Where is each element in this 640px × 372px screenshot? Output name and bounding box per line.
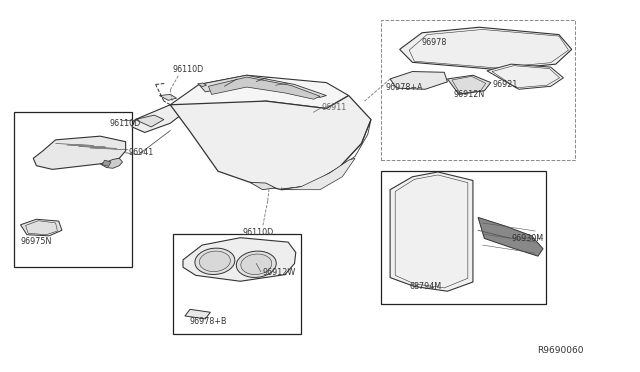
Polygon shape <box>159 94 177 100</box>
Text: 96978+A: 96978+A <box>386 83 423 92</box>
Polygon shape <box>135 115 164 127</box>
Polygon shape <box>487 64 563 89</box>
Polygon shape <box>478 217 543 256</box>
Bar <box>14 112 132 267</box>
Polygon shape <box>132 105 189 132</box>
Bar <box>173 234 301 334</box>
Ellipse shape <box>241 254 272 275</box>
Polygon shape <box>199 75 326 97</box>
Polygon shape <box>183 238 296 281</box>
Bar <box>381 20 575 160</box>
Text: 96978+B: 96978+B <box>189 317 227 326</box>
Polygon shape <box>390 172 473 291</box>
Polygon shape <box>285 158 355 190</box>
Text: 96912W: 96912W <box>262 268 296 277</box>
Text: R9690060: R9690060 <box>537 346 583 355</box>
Text: 96110D: 96110D <box>243 228 273 237</box>
Polygon shape <box>447 75 491 94</box>
Text: 96110D: 96110D <box>172 65 204 74</box>
Ellipse shape <box>195 248 235 275</box>
Ellipse shape <box>236 251 276 278</box>
Polygon shape <box>399 27 572 70</box>
Polygon shape <box>250 182 275 190</box>
Polygon shape <box>100 158 122 168</box>
Text: 68794M: 68794M <box>409 282 442 291</box>
Text: 96930M: 96930M <box>511 234 543 243</box>
Text: 96941: 96941 <box>129 148 154 157</box>
Text: 96110D: 96110D <box>109 119 141 128</box>
Polygon shape <box>198 83 207 87</box>
Polygon shape <box>20 219 62 236</box>
Polygon shape <box>102 160 111 166</box>
Polygon shape <box>209 77 320 99</box>
Polygon shape <box>185 310 211 319</box>
Polygon shape <box>390 71 447 89</box>
Polygon shape <box>33 136 125 169</box>
Text: 96978: 96978 <box>422 38 447 46</box>
Text: 96975N: 96975N <box>20 237 52 246</box>
Text: 96911: 96911 <box>321 103 346 112</box>
Polygon shape <box>170 75 349 109</box>
Bar <box>381 171 546 304</box>
Ellipse shape <box>200 251 230 272</box>
Text: 96921: 96921 <box>492 80 517 89</box>
Polygon shape <box>170 96 371 190</box>
Text: 96912N: 96912N <box>454 90 485 99</box>
